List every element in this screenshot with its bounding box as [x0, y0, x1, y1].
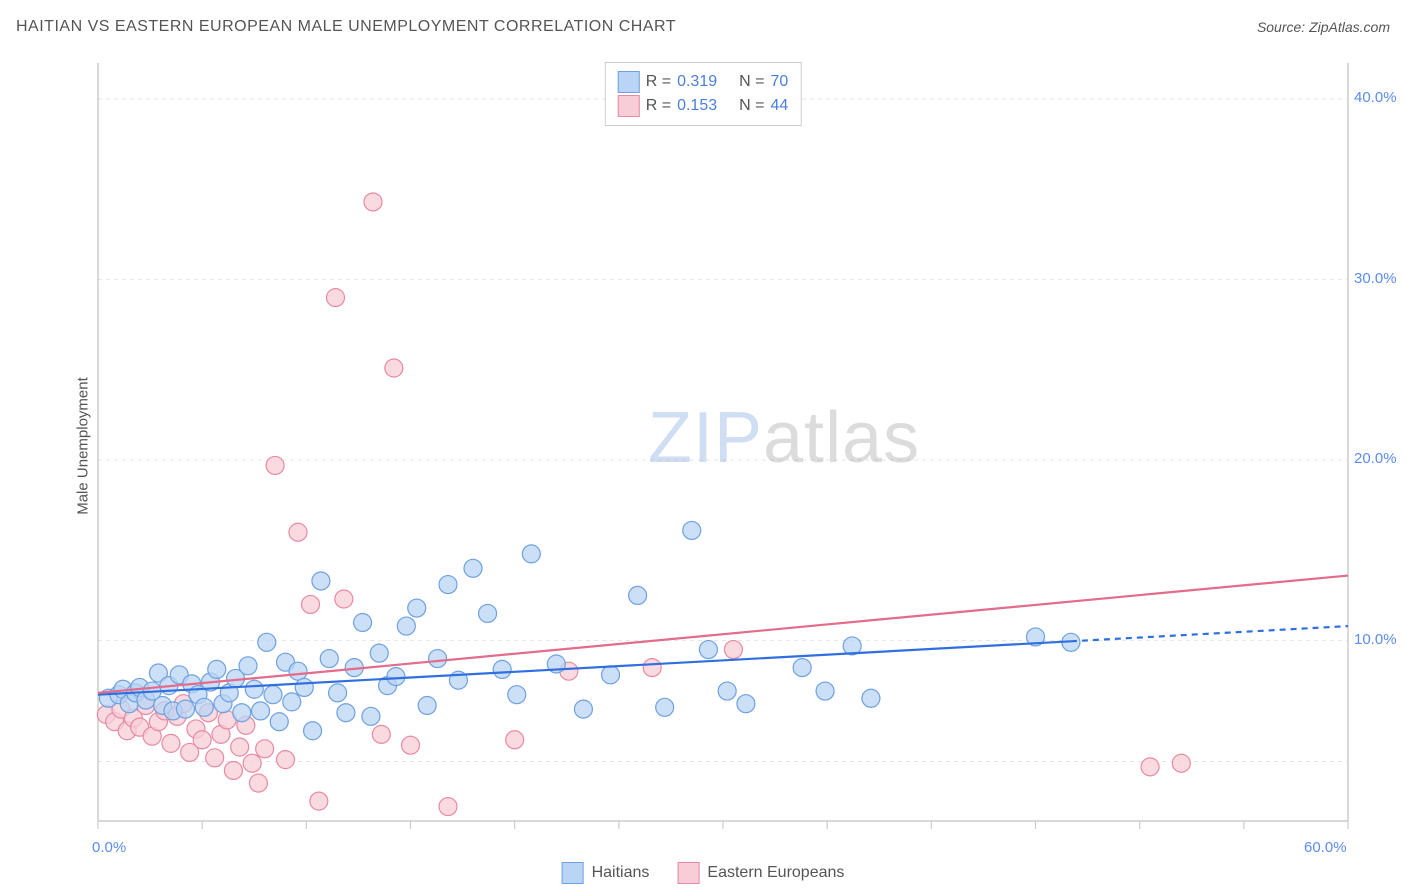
chart-title: HAITIAN VS EASTERN EUROPEAN MALE UNEMPLO…: [16, 18, 676, 36]
swatch-icon: [618, 95, 640, 117]
legend-label: Eastern Europeans: [707, 864, 844, 882]
legend-item-haitians: Haitians: [562, 862, 650, 884]
scatter-chart: [50, 55, 1350, 835]
legend-row-haitians: R = 0.319 N = 70: [618, 71, 789, 93]
legend-label: Haitians: [592, 864, 650, 882]
axis-tick-label: 0.0%: [92, 839, 126, 856]
r-value: 0.153: [677, 97, 717, 115]
source-name: ZipAtlas.com: [1309, 19, 1390, 35]
chart-container: 0.0%60.0%10.0%20.0%30.0%40.0%: [50, 55, 1350, 835]
axis-tick-label: 10.0%: [1354, 631, 1397, 648]
source-prefix: Source:: [1257, 19, 1305, 35]
n-label: N =: [739, 73, 764, 91]
header: HAITIAN VS EASTERN EUROPEAN MALE UNEMPLO…: [16, 18, 1390, 36]
series-legend: Haitians Eastern Europeans: [562, 862, 845, 884]
n-label: N =: [739, 97, 764, 115]
n-value: 44: [770, 97, 788, 115]
swatch-icon: [562, 862, 584, 884]
legend-item-eastern-europeans: Eastern Europeans: [677, 862, 844, 884]
axis-tick-label: 20.0%: [1354, 450, 1397, 467]
n-value: 70: [770, 73, 788, 91]
r-label: R =: [646, 97, 671, 115]
axis-tick-label: 60.0%: [1304, 839, 1347, 856]
swatch-icon: [677, 862, 699, 884]
r-value: 0.319: [677, 73, 717, 91]
axis-tick-label: 40.0%: [1354, 89, 1397, 106]
correlation-legend: R = 0.319 N = 70 R = 0.153 N = 44: [605, 62, 802, 126]
legend-row-eastern-europeans: R = 0.153 N = 44: [618, 95, 789, 117]
axis-tick-label: 30.0%: [1354, 270, 1397, 287]
r-label: R =: [646, 73, 671, 91]
swatch-icon: [618, 71, 640, 93]
source-attribution: Source: ZipAtlas.com: [1257, 19, 1390, 35]
